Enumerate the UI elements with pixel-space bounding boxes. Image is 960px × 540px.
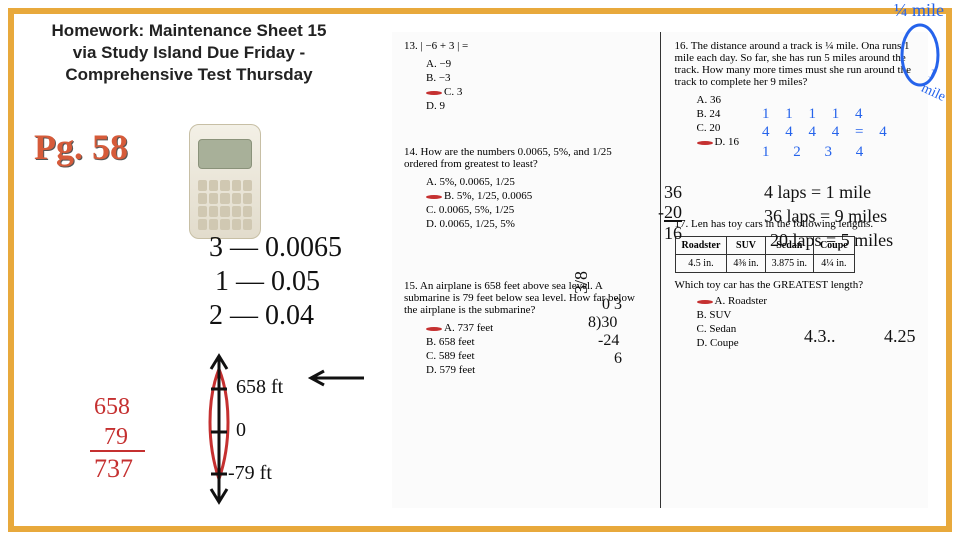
q14-c: C. 0.0065, 5%, 1/25 (426, 204, 646, 216)
hw-737: 737 (94, 454, 133, 484)
worksheet-col-left: 13. | −6 + 3 | = A. −9 B. −3 C. 3 D. 9 1… (392, 32, 658, 508)
worksheet: 13. | −6 + 3 | = A. −9 B. −3 C. 3 D. 9 1… (392, 32, 928, 508)
hw-tally-top: 1 1 1 1 4 (762, 106, 869, 123)
slide-frame: Homework: Maintenance Sheet 15 via Study… (8, 8, 952, 532)
q13-b: B. −3 (426, 72, 646, 84)
hw-tally-bot: 4 4 4 4 = 4 (762, 124, 893, 141)
hw-quarter-mile: ¼ mile (894, 0, 944, 21)
q14-b: B. 5%, 1/25, 0.0065 (444, 190, 532, 202)
q17-th1: Roadster (675, 237, 727, 255)
hw-divl2: 8)30 (588, 314, 617, 332)
hw-laps3: 20 laps = 5 miles (770, 230, 893, 251)
header-line3: Comprehensive Test Thursday (24, 64, 354, 86)
hw-dec43: 4.3.. (804, 326, 836, 347)
hw-rank2: 1 — 0.05 (215, 266, 320, 298)
hw-divl1: 0 3 (602, 296, 622, 314)
q15-c: C. 589 feet (426, 350, 646, 362)
q14-d: D. 0.0065, 1/25, 5% (426, 218, 646, 230)
q17-a: A. Roadster (715, 295, 768, 307)
worksheet-col-right: 16. The distance around a track is ¼ mil… (663, 32, 929, 508)
header-line1: Homework: Maintenance Sheet 15 (24, 20, 354, 42)
q16-a: A. 36 (697, 94, 917, 106)
q16-d: D. 16 (715, 136, 739, 148)
hw-rank1: 3 — 0.0065 (209, 232, 342, 264)
q15-a-circle (426, 327, 442, 331)
hw-0: 0 (236, 419, 246, 442)
q15-d: D. 579 feet (426, 364, 646, 376)
calculator-image (189, 124, 261, 239)
q14-prompt: 14. How are the numbers 0.0065, 5%, and … (404, 146, 646, 170)
q14-b-circle (426, 195, 442, 199)
hw-divl3: -24 (598, 332, 619, 350)
hw-sub16: 16 (664, 220, 682, 244)
q17-a-circle (697, 300, 713, 304)
q17-b: B. SUV (697, 309, 917, 321)
q13: 13. | −6 + 3 | = A. −9 B. −3 C. 3 D. 9 (404, 40, 646, 112)
hw-79: 79 (104, 424, 128, 451)
hw-laps1: 4 laps = 1 mile (764, 182, 871, 203)
hw-frac38: 3/8 (571, 271, 592, 294)
hw-sub36: 36 (664, 182, 682, 203)
q17-th2: SUV (727, 237, 765, 255)
q17-question: Which toy car has the GREATEST length? (675, 279, 917, 291)
number-line-sketch (189, 344, 389, 524)
q16-prompt: 16. The distance around a track is ¼ mil… (675, 40, 917, 88)
header-line2: via Study Island Due Friday - (24, 42, 354, 64)
q15-a: A. 737 feet (444, 322, 493, 334)
page-label: Pg. 58 (34, 126, 128, 168)
homework-header: Homework: Maintenance Sheet 15 via Study… (24, 20, 354, 86)
hw-div-line (90, 450, 145, 452)
hw-tally-nums: 1 2 3 4 (762, 144, 873, 161)
worksheet-divider (660, 32, 661, 508)
hw-neg79: -79 ft (228, 462, 272, 485)
q13-prompt: 13. | −6 + 3 | = (404, 40, 646, 52)
hw-divl4: 6 (614, 350, 622, 368)
q13-c: C. 3 (444, 86, 462, 98)
q14-a: A. 5%, 0.0065, 1/25 (426, 176, 646, 188)
hw-658ft: 658 ft (236, 376, 283, 399)
q17-td4: 4¼ in. (813, 255, 854, 273)
q17-td3: 3.875 in. (765, 255, 813, 273)
q14: 14. How are the numbers 0.0065, 5%, and … (404, 146, 646, 230)
hw-laps2: 36 laps = 9 miles (764, 206, 887, 227)
q13-d: D. 9 (426, 100, 646, 112)
q16-d-circle (697, 141, 713, 145)
hw-658: 658 (94, 394, 130, 421)
hw-dec425: 4.25 (884, 326, 916, 347)
q13-a: A. −9 (426, 58, 646, 70)
q13-c-circle (426, 91, 442, 95)
hw-rank3: 2 — 0.04 (209, 300, 314, 332)
q17-td2: 4⅜ in. (727, 255, 765, 273)
q17-td1: 4.5 in. (675, 255, 727, 273)
